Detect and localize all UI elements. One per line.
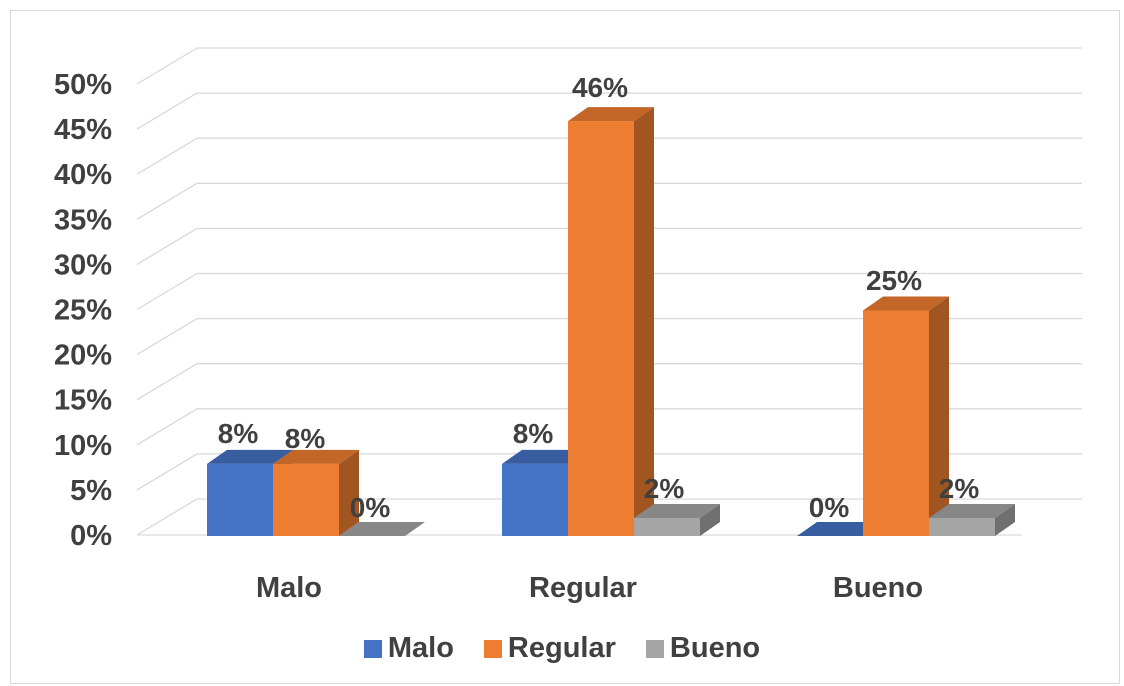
gridline-diagonal [136,47,198,85]
y-tick-label: 40% [54,159,112,191]
data-label-malo: 0% [809,492,850,523]
gridline-diagonal [136,363,198,401]
legend-swatch-regular [483,639,502,658]
legend-swatch-malo [363,639,382,658]
legend-item-bueno: Bueno [645,632,761,665]
bar-bueno-top [339,522,425,536]
bar-malo-top [207,449,293,464]
legend-label-malo: Malo [387,632,454,664]
data-label-bueno: 2% [644,473,685,504]
bar-bueno-top [634,503,720,518]
x-category-label: Regular [529,572,637,604]
legend-item-regular: Regular [483,632,616,665]
bar-regular-side [339,449,359,536]
data-label-regular: 46% [572,72,628,103]
y-tick-label: 25% [54,295,112,327]
y-tick-label: 20% [54,340,112,372]
y-tick-label: 35% [54,204,112,236]
gridline-diagonal [136,137,198,175]
bar-regular-side [634,107,654,536]
bar-bueno-front [929,517,995,536]
data-label-malo: 8% [513,418,554,449]
bar-bueno-front [634,517,700,536]
gridline-diagonal [136,498,198,536]
data-label-bueno: 2% [939,473,980,504]
bar-bueno-top [929,503,1015,518]
legend: Malo Regular Bueno [0,632,1124,665]
bar-malo-top [502,449,588,464]
legend-label-regular: Regular [507,632,616,664]
data-label-regular: 25% [866,265,922,296]
y-tick-label: 45% [54,114,112,146]
gridline-diagonal [136,182,198,220]
x-category-label: Bueno [833,572,923,604]
bar-regular-top [568,107,654,122]
legend-swatch-bueno [645,639,664,658]
bar-bueno-side [700,503,720,536]
gridline-diagonal [136,272,198,311]
legend-label-bueno: Bueno [669,632,761,664]
bar-regular-side [929,296,949,536]
bar-regular-front [273,463,339,536]
y-tick-label: 50% [54,69,112,101]
data-label-bueno: 0% [350,492,391,523]
bar-regular-front [863,310,929,536]
bar-malo-front [502,463,568,536]
x-category-label: Malo [256,572,322,604]
gridline-diagonal [136,408,198,446]
bar-bueno-side [995,503,1015,536]
y-tick-label: 0% [70,520,112,552]
y-tick-label: 5% [70,475,112,507]
bar-regular-top [863,296,949,311]
gridline-diagonal [136,227,198,265]
y-tick-label: 30% [54,249,112,281]
bar-regular-top [273,449,359,464]
y-tick-label: 15% [54,385,112,417]
legend-item-malo: Malo [363,632,454,665]
bar-malo-front [207,463,273,536]
y-tick-label: 10% [54,430,112,462]
gridline-diagonal [136,318,198,356]
data-label-regular: 8% [285,423,326,454]
gridline-diagonal [136,453,198,491]
data-label-malo: 8% [218,418,259,449]
bar-malo-top [797,522,883,536]
bar-regular-front [568,121,634,536]
gridline-diagonal [136,92,198,130]
